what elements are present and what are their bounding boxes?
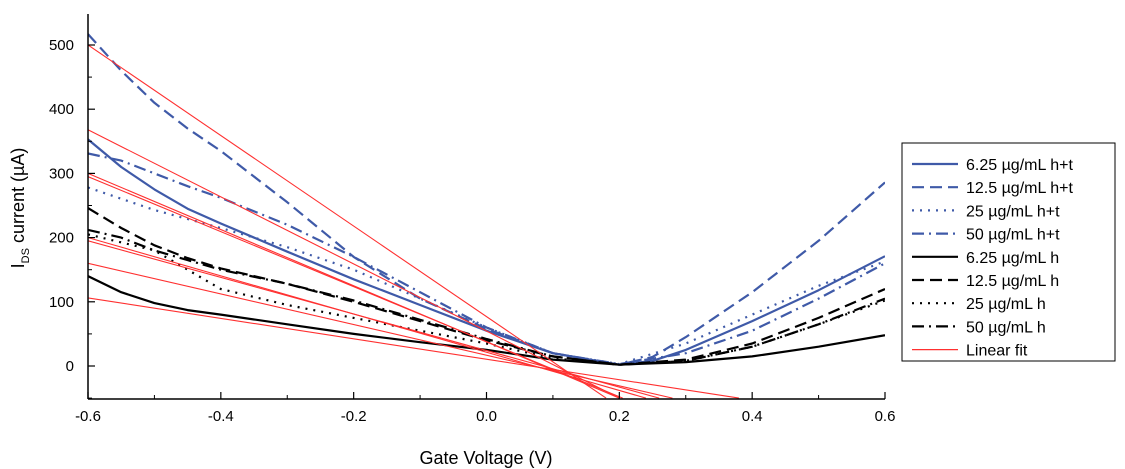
legend: 6.25 µg/mL h+t 12.5 µg/mL h+t 25 µg/mL h+t…: [901, 142, 1116, 362]
linear-fit-line-8: [88, 297, 739, 399]
legend-label: 12.5 µg/mL h: [966, 273, 1059, 290]
series-line-6: [88, 207, 885, 366]
legend-label: 25 µg/mL h+t: [966, 203, 1060, 220]
legend-label: 12.5 µg/mL h+t: [966, 180, 1073, 197]
x-tick-label: 0.0: [476, 408, 497, 425]
legend-label: Linear fit: [966, 343, 1028, 360]
series-line-5: [88, 275, 885, 366]
linear-fit-line-1: [88, 44, 607, 399]
linear-fit-line-2: [88, 129, 620, 399]
legend-label: 50 µg/mL h: [966, 319, 1046, 336]
x-tick-label: 0.4: [742, 408, 763, 425]
y-tick-label: 100: [49, 294, 74, 311]
y-axis-title-subscript: DS: [20, 248, 32, 263]
linear-fit-line-4: [88, 176, 623, 399]
legend-label: 50 µg/mL h+t: [966, 227, 1060, 244]
series-layer: [88, 33, 885, 366]
y-axis-title-rest: current (µA): [8, 148, 28, 248]
fit-layer: [88, 44, 739, 399]
legend-label: 6.25 µg/mL h: [966, 250, 1059, 267]
x-tick-label: 0.6: [875, 408, 896, 425]
y-tick-label: 500: [49, 37, 74, 54]
series-line-2: [88, 33, 885, 366]
series-line-4: [88, 152, 885, 366]
ticks: -0.6 -0.4 -0.2 0.0 0.2 0.4 0.6 0 100 200 300 400 500: [49, 37, 895, 425]
linear-fit-line-7: [88, 262, 673, 399]
series-line-1: [88, 138, 885, 366]
y-tick-label: 200: [49, 230, 74, 247]
y-tick-label: 400: [49, 101, 74, 118]
x-tick-label: 0.2: [609, 408, 630, 425]
legend-label: 25 µg/mL h: [966, 296, 1046, 313]
x-tick-label: -0.2: [341, 408, 367, 425]
linear-fit-line-6: [88, 240, 660, 399]
legend-label: 6.25 µg/mL h+t: [966, 157, 1073, 174]
series-line-8: [88, 228, 885, 366]
legend-box: [901, 142, 1116, 362]
x-tick-label: -0.4: [208, 408, 234, 425]
y-axis-title: IDS current (µA): [8, 148, 32, 269]
x-axis-title: Gate Voltage (V): [419, 448, 552, 468]
y-axis-title-main: I: [8, 263, 28, 268]
linear-fit-line-3: [88, 172, 620, 399]
series-line-7: [88, 233, 885, 366]
x-tick-label: -0.6: [75, 408, 101, 425]
y-tick-label: 300: [49, 165, 74, 182]
y-tick-label: 0: [66, 358, 74, 375]
